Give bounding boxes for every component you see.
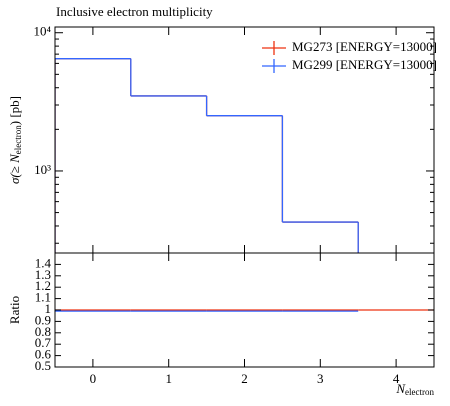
ratio-tick-label: 0.9 bbox=[35, 312, 51, 327]
chart-title: Inclusive electron multiplicity bbox=[56, 4, 213, 19]
x-tick-label: 0 bbox=[90, 371, 97, 386]
main-plot bbox=[55, 58, 359, 253]
ratio-tick-label: 1.3 bbox=[35, 267, 51, 282]
x-label-main: N bbox=[395, 381, 406, 396]
y-tick-label: 10³ bbox=[34, 162, 51, 177]
ratio-tick-label: 0.6 bbox=[35, 347, 52, 362]
y-label-sub: electron bbox=[13, 125, 23, 154]
x-label-sub: electron bbox=[405, 387, 434, 397]
ratio-tick-label: 1.4 bbox=[35, 255, 52, 270]
ratio-label: Ratio bbox=[7, 296, 22, 324]
y-axis-label: σ(≥ Nelectron) [pb] bbox=[7, 96, 23, 184]
axes: 0 1 2 3 410³10⁴0.50.60.70.80.911.11.21.31.4M… bbox=[33, 24, 436, 386]
ratio-frame bbox=[54, 252, 435, 368]
legend-label: MG273 [ENERGY=13000] bbox=[292, 39, 437, 54]
legend-label: MG299 [ENERGY=13000] bbox=[292, 57, 437, 72]
y-label-main: σ(≥ N bbox=[7, 153, 22, 184]
x-tick-label: 4 bbox=[393, 371, 400, 386]
ratio-tick-label: 1.2 bbox=[35, 278, 51, 293]
ratio-tick-label: 1.1 bbox=[35, 290, 51, 305]
y-label-end: ) [pb] bbox=[7, 96, 22, 125]
x-axis-label: Nelectron bbox=[395, 381, 434, 397]
ratio-tick-label: 1 bbox=[45, 301, 52, 316]
ratio-tick-label: 0.5 bbox=[35, 358, 51, 373]
ratio-tick-label: 0.8 bbox=[35, 324, 51, 339]
x-tick-label: 2 bbox=[241, 371, 248, 386]
x-tick-label: 1 bbox=[165, 371, 172, 386]
y-tick-label: 10⁴ bbox=[33, 24, 51, 39]
x-tick-label: 3 bbox=[317, 371, 324, 386]
ratio-tick-label: 0.7 bbox=[35, 335, 52, 350]
ratio-plot bbox=[55, 309, 434, 312]
